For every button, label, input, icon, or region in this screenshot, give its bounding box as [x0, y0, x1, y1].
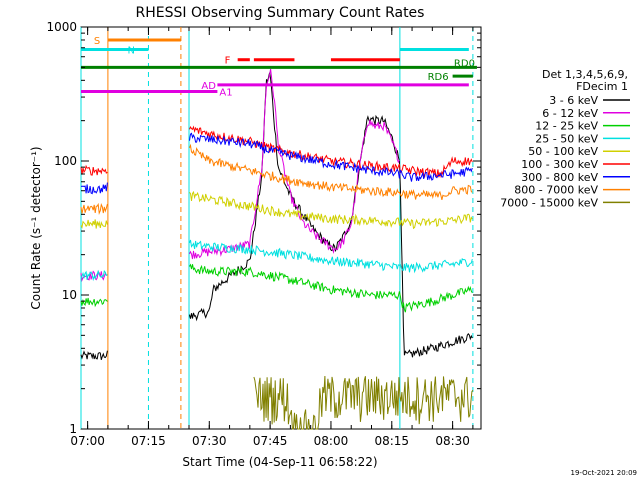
y-axis: 1 10 100 1000	[46, 20, 481, 436]
series-800-7000-keV-1	[189, 143, 473, 201]
series-50-100-keV-0	[80, 219, 108, 229]
y-tick-label-0: 1	[69, 422, 77, 436]
legend-entry-label-0: 3 - 6 keV	[549, 94, 598, 107]
flag-label-F: F	[225, 56, 231, 67]
legend-entry-label-6: 300 - 800 keV	[521, 171, 598, 184]
series-12-25-keV-0	[80, 297, 108, 308]
flag-label-N: N	[127, 45, 134, 56]
series-3-6-keV-1	[189, 72, 473, 358]
series-12-25-keV-1	[189, 263, 473, 313]
legend-header-1: FDecim 1	[576, 80, 628, 93]
legend-entry-label-8: 7000 - 15000 keV	[500, 196, 598, 209]
plot-frame	[80, 26, 482, 430]
series-6-12-keV-1	[189, 68, 400, 260]
legend-entry-label-7: 800 - 7000 keV	[514, 184, 598, 197]
chart-title: RHESSI Observing Summary Count Rates	[136, 5, 425, 21]
legend-entry-label-3: 25 - 50 keV	[535, 132, 598, 145]
x-tick-label-3: 07:45	[253, 434, 288, 448]
x-tick-label-5: 08:15	[374, 434, 409, 448]
x-axis: 07:00 07:15 07:30 07:45 08:00 08:15 08:30	[70, 27, 474, 448]
legend-entry-label-4: 50 - 100 keV	[528, 145, 598, 158]
vertical-markers	[80, 27, 474, 429]
series-25-50-keV-1	[189, 239, 473, 274]
legend-entry-label-2: 12 - 25 keV	[535, 120, 598, 133]
flag-label-AD: AD	[201, 81, 216, 92]
flag-label-A1: A1	[219, 88, 232, 99]
x-tick-label-1: 07:15	[131, 434, 166, 448]
legend-header-0: Det 1,3,4,5,6,9,	[542, 68, 628, 81]
flag-label-S: S	[94, 36, 100, 47]
series-800-7000-keV-0	[80, 202, 108, 215]
series-layer	[80, 68, 474, 430]
series-100-300-keV-1	[189, 125, 473, 179]
x-tick-label-4: 08:00	[314, 434, 349, 448]
series-25-50-keV-0	[80, 269, 108, 282]
series-7000-15000-keV-0	[253, 375, 474, 430]
flag-label-RD6: RD6	[428, 72, 449, 83]
series-3-6-keV-0	[80, 350, 108, 360]
series-300-800-keV-1	[189, 132, 473, 182]
y-tick-label-3: 1000	[46, 20, 77, 34]
series-100-300-keV-0	[80, 164, 108, 176]
series-6-12-keV-0	[80, 270, 108, 283]
x-tick-label-6: 08:30	[435, 434, 470, 448]
legend-entry-label-5: 100 - 300 keV	[521, 158, 598, 171]
series-50-100-keV-1	[189, 190, 473, 230]
series-300-800-keV-0	[80, 182, 108, 195]
timestamp: 19-Oct-2021 20:09	[571, 469, 637, 477]
y-axis-label: Count Rate (s⁻¹ detector⁻¹)	[29, 146, 43, 309]
y-tick-label-2: 100	[54, 154, 77, 168]
x-tick-label-2: 07:30	[192, 434, 227, 448]
y-tick-label-1: 10	[62, 288, 77, 302]
x-axis-label: Start Time (04-Sep-11 06:58:22)	[182, 455, 377, 469]
legend-entry-label-1: 6 - 12 keV	[542, 107, 598, 120]
x-tick-label-0: 07:00	[70, 434, 105, 448]
flag-label-RD0: RD0	[454, 58, 475, 69]
